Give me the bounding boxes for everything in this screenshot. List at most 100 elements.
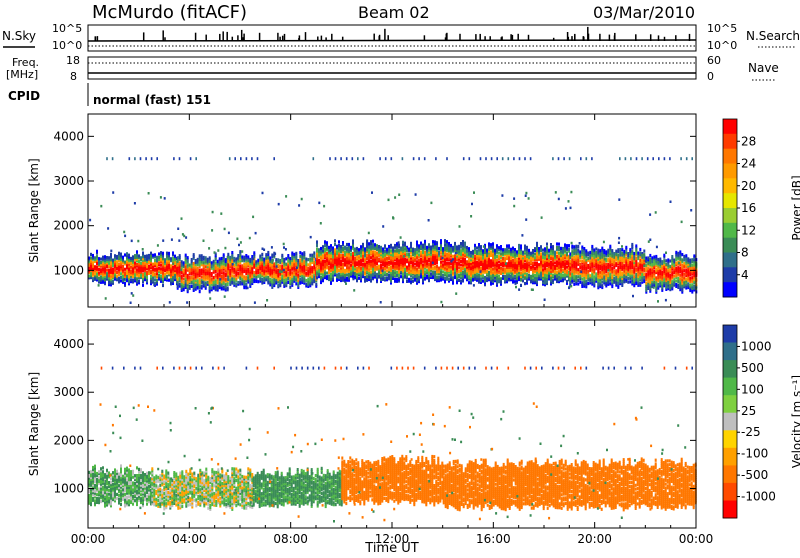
data-cell bbox=[623, 264, 625, 267]
data-cell bbox=[603, 249, 605, 252]
data-cell bbox=[440, 261, 442, 264]
data-cell bbox=[128, 254, 130, 257]
data-cell bbox=[130, 269, 132, 272]
data-cell bbox=[332, 246, 334, 249]
data-cell bbox=[199, 269, 201, 272]
data-cell bbox=[307, 267, 309, 270]
data-cell bbox=[376, 251, 378, 254]
data-cell bbox=[299, 278, 301, 281]
data-cell bbox=[488, 242, 490, 245]
data-cell bbox=[356, 267, 358, 270]
data-cell bbox=[480, 245, 482, 248]
data-cell bbox=[406, 273, 408, 276]
data-cell bbox=[247, 268, 249, 271]
data-cell bbox=[663, 259, 665, 262]
data-cell bbox=[378, 258, 380, 261]
data-cell bbox=[601, 281, 603, 284]
data-cell bbox=[420, 242, 422, 245]
data-cell bbox=[356, 247, 358, 250]
data-cell bbox=[460, 260, 462, 263]
data-cell bbox=[520, 244, 522, 247]
data-cell bbox=[585, 249, 587, 252]
data-cell bbox=[412, 280, 414, 283]
data-cell bbox=[297, 273, 299, 276]
data-cell bbox=[643, 273, 645, 276]
data-cell bbox=[587, 252, 589, 255]
data-cell bbox=[154, 259, 156, 262]
data-cell bbox=[577, 268, 579, 271]
data-cell bbox=[344, 258, 346, 261]
data-cell bbox=[318, 259, 320, 262]
data-cell bbox=[498, 275, 500, 278]
data-cell bbox=[233, 268, 235, 271]
data-cell bbox=[490, 259, 492, 262]
data-cell bbox=[334, 248, 336, 251]
data-cell bbox=[227, 264, 229, 267]
data-cell bbox=[649, 254, 651, 257]
data-cell bbox=[243, 275, 245, 278]
data-cell bbox=[538, 247, 540, 250]
data-cell bbox=[205, 256, 207, 259]
data-cell bbox=[261, 256, 263, 259]
data-cell bbox=[396, 278, 398, 281]
data-cell bbox=[322, 245, 324, 248]
data-cell bbox=[209, 256, 211, 259]
data-cell bbox=[394, 244, 396, 247]
data-cell bbox=[134, 261, 136, 264]
data-cell bbox=[334, 239, 336, 242]
data-cell bbox=[168, 252, 170, 255]
data-cell bbox=[577, 282, 579, 285]
data-cell bbox=[556, 242, 558, 245]
cpid-panel: CPID normal (fast) 151 bbox=[8, 83, 211, 107]
data-cell bbox=[364, 258, 366, 261]
data-cell bbox=[259, 255, 261, 258]
data-cell bbox=[213, 260, 215, 263]
data-cell bbox=[142, 252, 144, 255]
data-cell bbox=[424, 270, 426, 273]
data-cell bbox=[657, 258, 659, 261]
data-cell bbox=[504, 257, 506, 260]
data-cell bbox=[534, 256, 536, 259]
data-cell bbox=[635, 244, 637, 247]
data-cell bbox=[338, 240, 340, 243]
data-cell bbox=[611, 274, 613, 277]
data-cell bbox=[536, 262, 538, 265]
data-cell bbox=[136, 268, 138, 271]
data-cell bbox=[122, 265, 124, 268]
data-cell bbox=[382, 247, 384, 250]
data-cell bbox=[245, 254, 247, 257]
data-cell bbox=[112, 267, 114, 270]
data-cell bbox=[645, 282, 647, 285]
data-cell bbox=[98, 277, 100, 280]
data-cell bbox=[158, 252, 160, 255]
data-cell bbox=[470, 251, 472, 254]
data-cell bbox=[279, 277, 281, 280]
data-cell bbox=[548, 254, 550, 257]
nave-tick-low: 0 bbox=[707, 70, 714, 83]
data-cell bbox=[158, 274, 160, 277]
data-cell bbox=[283, 258, 285, 261]
data-cell bbox=[124, 271, 126, 274]
data-cell bbox=[120, 279, 122, 282]
data-cell bbox=[571, 250, 573, 253]
data-cell bbox=[617, 254, 619, 257]
data-cell bbox=[428, 258, 430, 261]
data-cell bbox=[199, 290, 201, 293]
data-cell bbox=[360, 245, 362, 248]
data-cell bbox=[388, 266, 390, 269]
data-cell bbox=[625, 246, 627, 249]
data-cell bbox=[534, 253, 536, 256]
data-cell bbox=[322, 259, 324, 262]
data-cell bbox=[542, 268, 544, 271]
data-cell bbox=[657, 283, 659, 286]
data-cell bbox=[406, 253, 408, 256]
data-cell bbox=[526, 246, 528, 249]
data-cell bbox=[476, 250, 478, 253]
data-cell bbox=[589, 274, 591, 277]
data-cell bbox=[166, 252, 168, 255]
data-cell bbox=[346, 247, 348, 250]
data-cell bbox=[635, 273, 637, 276]
data-cell bbox=[376, 266, 378, 269]
data-cell bbox=[183, 277, 185, 280]
data-cell bbox=[138, 254, 140, 257]
